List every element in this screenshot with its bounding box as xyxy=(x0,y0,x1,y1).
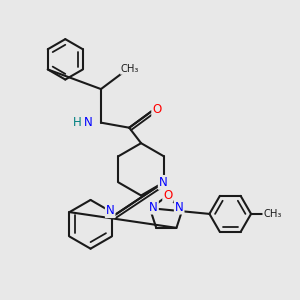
Text: N: N xyxy=(159,176,167,189)
Text: O: O xyxy=(152,103,161,116)
Text: CH₃: CH₃ xyxy=(263,209,282,219)
Text: H: H xyxy=(73,116,82,129)
Text: CH₃: CH₃ xyxy=(121,64,139,74)
Text: N: N xyxy=(106,204,115,217)
Text: O: O xyxy=(163,189,172,202)
Text: N: N xyxy=(149,201,158,214)
Text: N: N xyxy=(175,201,184,214)
Text: N: N xyxy=(84,116,93,129)
